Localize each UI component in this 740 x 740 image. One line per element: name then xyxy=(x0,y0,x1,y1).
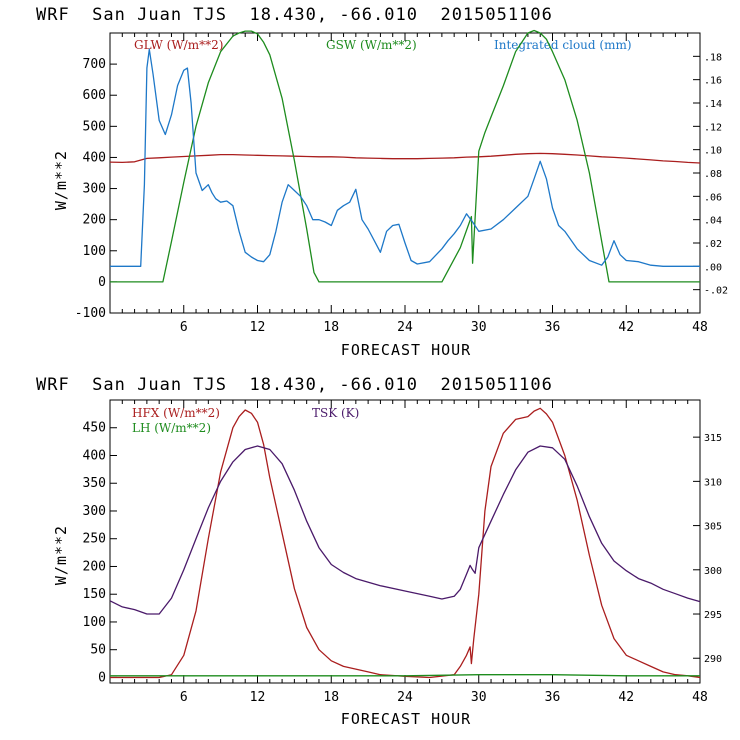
panel-bottom-xlabel: FORECAST HOUR xyxy=(341,710,471,728)
y-axis-right: 290 295 300 305 310 315 xyxy=(693,433,722,665)
y2-tick-label: -.02 xyxy=(704,286,728,297)
y-tick-label: 300 xyxy=(83,504,106,519)
legend-gsw: GSW (W/m**2) xyxy=(326,38,417,52)
x-tick-label: 18 xyxy=(323,690,339,705)
y2-tick-label: .14 xyxy=(704,99,722,110)
y-tick-label: 350 xyxy=(83,476,106,491)
panel-top: WRF San Juan TJS 18.430, -66.010 2015051… xyxy=(36,5,728,359)
y-tick-label: 300 xyxy=(83,182,106,197)
y-tick-label: 150 xyxy=(83,587,106,602)
x-tick-label: 36 xyxy=(545,320,561,335)
y-tick-label: 0 xyxy=(98,275,106,290)
y2-tick-label: .08 xyxy=(704,169,722,180)
y2-tick-label: .04 xyxy=(704,216,722,227)
y-axis-left: 0 50 100 150 200 250 300 350 400 450 xyxy=(83,421,117,685)
x-tick-label: 6 xyxy=(180,320,188,335)
series-line-hfx xyxy=(110,407,701,679)
x-axis: 6 12 18 24 30 36 42 48 xyxy=(121,400,708,705)
series-lines xyxy=(109,407,701,679)
y-tick-label: 400 xyxy=(83,150,106,165)
series-line-tsk xyxy=(109,445,701,615)
y2-tick-label: 310 xyxy=(704,477,722,488)
y-tick-label: 200 xyxy=(83,559,106,574)
x-tick-label: 30 xyxy=(471,690,487,705)
y-tick-label: 500 xyxy=(83,119,106,134)
x-axis: 6 12 18 24 30 36 42 48 xyxy=(121,33,708,335)
y2-tick-label: .00 xyxy=(704,262,722,273)
series-line-lh xyxy=(110,674,700,677)
panel-top-title: WRF San Juan TJS 18.430, -66.010 2015051… xyxy=(36,5,553,25)
panel-top-frame xyxy=(109,32,701,314)
legend-integrated-cloud: Integrated cloud (mm) xyxy=(494,38,632,52)
x-tick-label: 24 xyxy=(397,690,413,705)
legend-tsk: TSK (K) xyxy=(312,406,359,420)
x-tick-label: 42 xyxy=(618,690,634,705)
y-tick-label: 700 xyxy=(83,57,106,72)
y-tick-label: 0 xyxy=(98,670,106,685)
y-tick-label: 600 xyxy=(83,88,106,103)
x-tick-label: 48 xyxy=(692,690,708,705)
y2-tick-label: .02 xyxy=(704,239,722,250)
y-tick-label: 400 xyxy=(83,448,106,463)
x-tick-label: 18 xyxy=(323,320,339,335)
x-tick-label: 42 xyxy=(618,320,634,335)
series-line-glw xyxy=(109,152,701,164)
panel-bottom-title: WRF San Juan TJS 18.430, -66.010 2015051… xyxy=(36,375,553,395)
y2-tick-label: .06 xyxy=(704,192,722,203)
series-line-integrated xyxy=(110,48,700,267)
y-tick-label: -100 xyxy=(75,306,106,321)
y-axis-right: -.02 .00 .02 .04 .06 .08 .10 .12 .14 .16 .18 xyxy=(693,52,728,297)
x-tick-label: 48 xyxy=(692,320,708,335)
y-axis-left: -100 0 100 200 300 400 500 600 700 xyxy=(75,57,117,321)
y-tick-label: 50 xyxy=(90,643,106,658)
y2-tick-label: 305 xyxy=(704,522,722,533)
x-tick-label: 6 xyxy=(180,690,188,705)
x-tick-label: 30 xyxy=(471,320,487,335)
x-tick-label: 12 xyxy=(250,320,266,335)
y-tick-label: 100 xyxy=(83,615,106,630)
y2-tick-label: 295 xyxy=(704,610,722,621)
y2-tick-label: 315 xyxy=(704,433,722,444)
y2-tick-label: 300 xyxy=(704,566,722,577)
legend-hfx: HFX (W/m**2) xyxy=(132,406,220,420)
y-tick-label: 100 xyxy=(83,244,106,259)
y-tick-label: 250 xyxy=(83,532,106,547)
series-lines xyxy=(109,29,701,283)
y2-tick-label: .16 xyxy=(704,76,722,87)
legend-glw: GLW (W/m**2) xyxy=(134,38,223,52)
y2-tick-label: .18 xyxy=(704,52,722,63)
y2-tick-label: .12 xyxy=(704,122,722,133)
x-tick-label: 24 xyxy=(397,320,413,335)
panel-bottom: WRF San Juan TJS 18.430, -66.010 2015051… xyxy=(36,375,722,728)
x-tick-label: 36 xyxy=(545,690,561,705)
panel-top-xlabel: FORECAST HOUR xyxy=(341,341,471,359)
x-tick-label: 12 xyxy=(250,690,266,705)
y-tick-label: 200 xyxy=(83,213,106,228)
legend-lh: LH (W/m**2) xyxy=(132,421,211,435)
y2-tick-label: .10 xyxy=(704,146,722,157)
panel-bottom-frame xyxy=(109,399,701,684)
series-line-gsw xyxy=(110,29,700,283)
panel-bottom-ylabel: W/m**2 xyxy=(52,525,70,585)
y2-tick-label: 290 xyxy=(704,654,722,665)
y-tick-label: 450 xyxy=(83,421,106,436)
panel-top-ylabel: W/m**2 xyxy=(52,150,70,210)
